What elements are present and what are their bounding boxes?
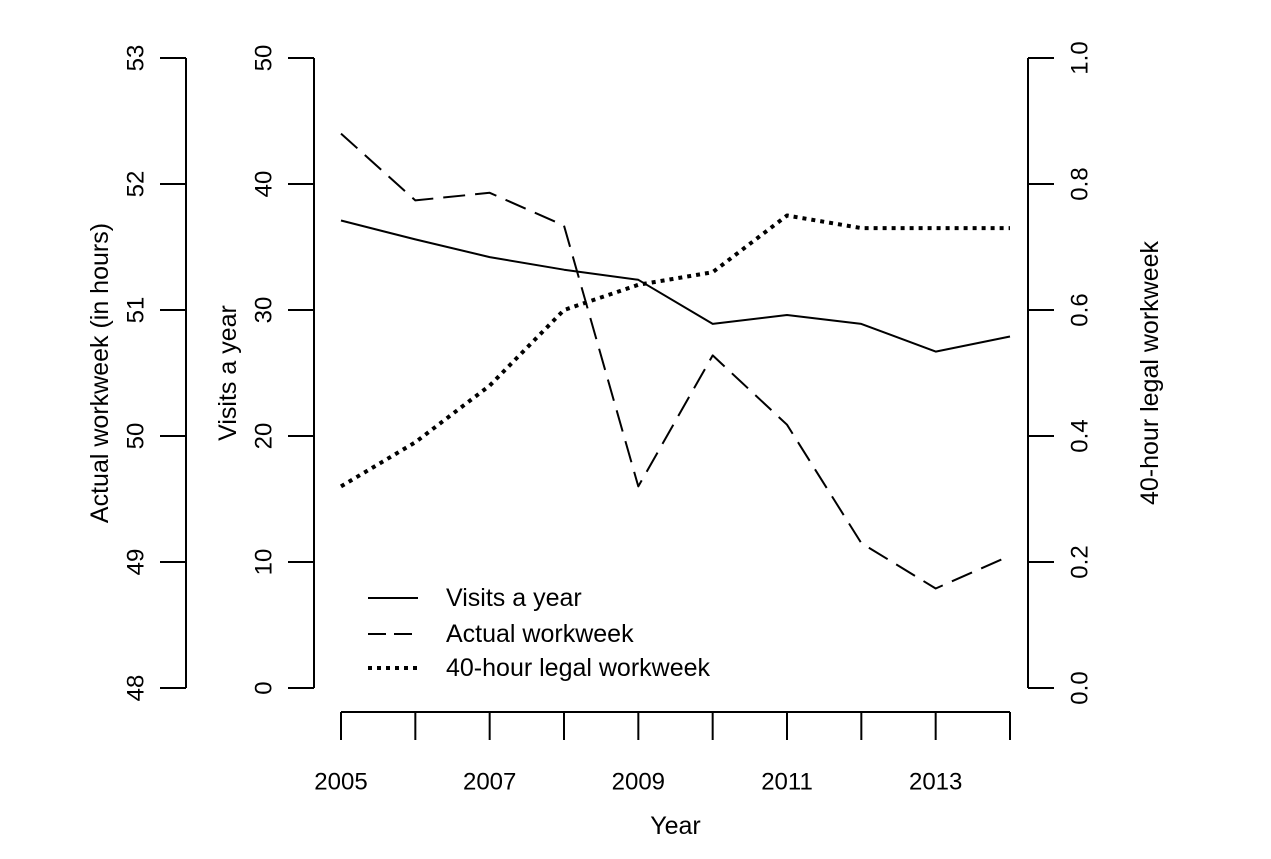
y-tick-label-legal: 1.0 xyxy=(1067,41,1094,74)
series xyxy=(339,132,1011,590)
y-tick-label-visits: 50 xyxy=(251,45,278,72)
legend-item: Visits a year xyxy=(368,584,582,612)
x-tick-label: 2013 xyxy=(909,769,962,796)
series-line-legal xyxy=(339,213,1010,489)
y-tick-label-visits: 30 xyxy=(251,297,278,324)
y-tick-label-visits: 40 xyxy=(251,171,278,198)
series-line-visits xyxy=(340,219,1011,353)
y-axis-visits: 0 10 20 30 40 50 Visits a year xyxy=(214,45,315,695)
x-tick-label: 2009 xyxy=(612,769,665,796)
x-axis: 2005 2007 2009 2011 2013 Year xyxy=(314,711,1011,840)
legend-label: 40-hour legal workweek xyxy=(446,654,711,682)
y-axis-title-actual: Actual workweek (in hours) xyxy=(86,223,114,523)
y-tick-label-actual: 52 xyxy=(123,171,150,198)
y-tick-label-legal: 0.8 xyxy=(1067,167,1094,200)
y-tick-label-visits: 20 xyxy=(251,423,278,450)
y-axis-title-legal: 40-hour legal workweek xyxy=(1136,240,1164,505)
series-legal xyxy=(339,213,1010,489)
x-axis-title: Year xyxy=(650,812,701,840)
x-tick-label: 2007 xyxy=(463,769,516,796)
y-tick-label-visits: 0 xyxy=(251,681,278,694)
axes: 48 49 50 51 52 53 Actual workweek (in hours) 0 1… xyxy=(86,41,1164,840)
legend: Visits a year Actual workweek 40-hour lega… xyxy=(368,584,711,682)
legend-item: Actual workweek xyxy=(368,620,634,648)
series-visits xyxy=(340,219,1011,353)
y-axis-legal: 0.0 0.2 0.4 0.6 0.8 1.0 40-hour legal workweek xyxy=(1027,41,1164,705)
y-tick-label-visits: 10 xyxy=(251,549,278,576)
y-tick-label-actual: 48 xyxy=(123,675,150,702)
series-line-actual xyxy=(340,132,1011,590)
legend-item: 40-hour legal workweek xyxy=(368,654,711,682)
y-tick-label-actual: 51 xyxy=(123,297,150,324)
y-tick-label-actual: 49 xyxy=(123,549,150,576)
y-tick-label-actual: 50 xyxy=(123,423,150,450)
y-tick-label-legal: 0.2 xyxy=(1067,545,1094,578)
x-tick-label: 2011 xyxy=(761,769,813,796)
y-tick-label-legal: 0.4 xyxy=(1067,419,1094,452)
y-tick-label-legal: 0.6 xyxy=(1067,293,1094,326)
y-tick-label-legal: 0.0 xyxy=(1067,671,1094,704)
x-tick-label: 2005 xyxy=(314,769,367,796)
y-axis-title-visits: Visits a year xyxy=(214,305,242,441)
series-actual xyxy=(340,132,1011,590)
y-tick-label-actual: 53 xyxy=(123,45,150,72)
legend-label: Actual workweek xyxy=(446,620,634,648)
y-axis-actual: 48 49 50 51 52 53 Actual workweek (in hours) xyxy=(86,45,187,702)
legend-label: Visits a year xyxy=(446,584,582,612)
